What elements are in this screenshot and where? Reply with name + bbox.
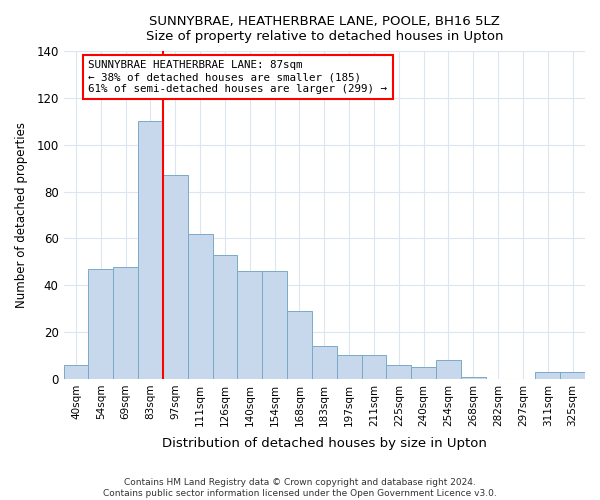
Bar bbox=[436, 360, 461, 379]
Bar bbox=[312, 346, 337, 379]
Bar bbox=[188, 234, 212, 379]
Bar bbox=[535, 372, 560, 379]
Bar bbox=[113, 266, 138, 379]
Bar bbox=[287, 311, 312, 379]
Bar bbox=[238, 271, 262, 379]
Bar bbox=[163, 175, 188, 379]
Bar bbox=[212, 255, 238, 379]
X-axis label: Distribution of detached houses by size in Upton: Distribution of detached houses by size … bbox=[162, 437, 487, 450]
Bar bbox=[560, 372, 585, 379]
Bar bbox=[337, 356, 362, 379]
Bar bbox=[362, 356, 386, 379]
Title: SUNNYBRAE, HEATHERBRAE LANE, POOLE, BH16 5LZ
Size of property relative to detach: SUNNYBRAE, HEATHERBRAE LANE, POOLE, BH16… bbox=[146, 15, 503, 43]
Text: SUNNYBRAE HEATHERBRAE LANE: 87sqm
← 38% of detached houses are smaller (185)
61%: SUNNYBRAE HEATHERBRAE LANE: 87sqm ← 38% … bbox=[88, 60, 388, 94]
Y-axis label: Number of detached properties: Number of detached properties bbox=[15, 122, 28, 308]
Bar bbox=[262, 271, 287, 379]
Bar bbox=[461, 376, 485, 379]
Bar bbox=[138, 122, 163, 379]
Bar bbox=[88, 269, 113, 379]
Bar bbox=[411, 367, 436, 379]
Bar bbox=[64, 365, 88, 379]
Text: Contains HM Land Registry data © Crown copyright and database right 2024.
Contai: Contains HM Land Registry data © Crown c… bbox=[103, 478, 497, 498]
Bar bbox=[386, 365, 411, 379]
